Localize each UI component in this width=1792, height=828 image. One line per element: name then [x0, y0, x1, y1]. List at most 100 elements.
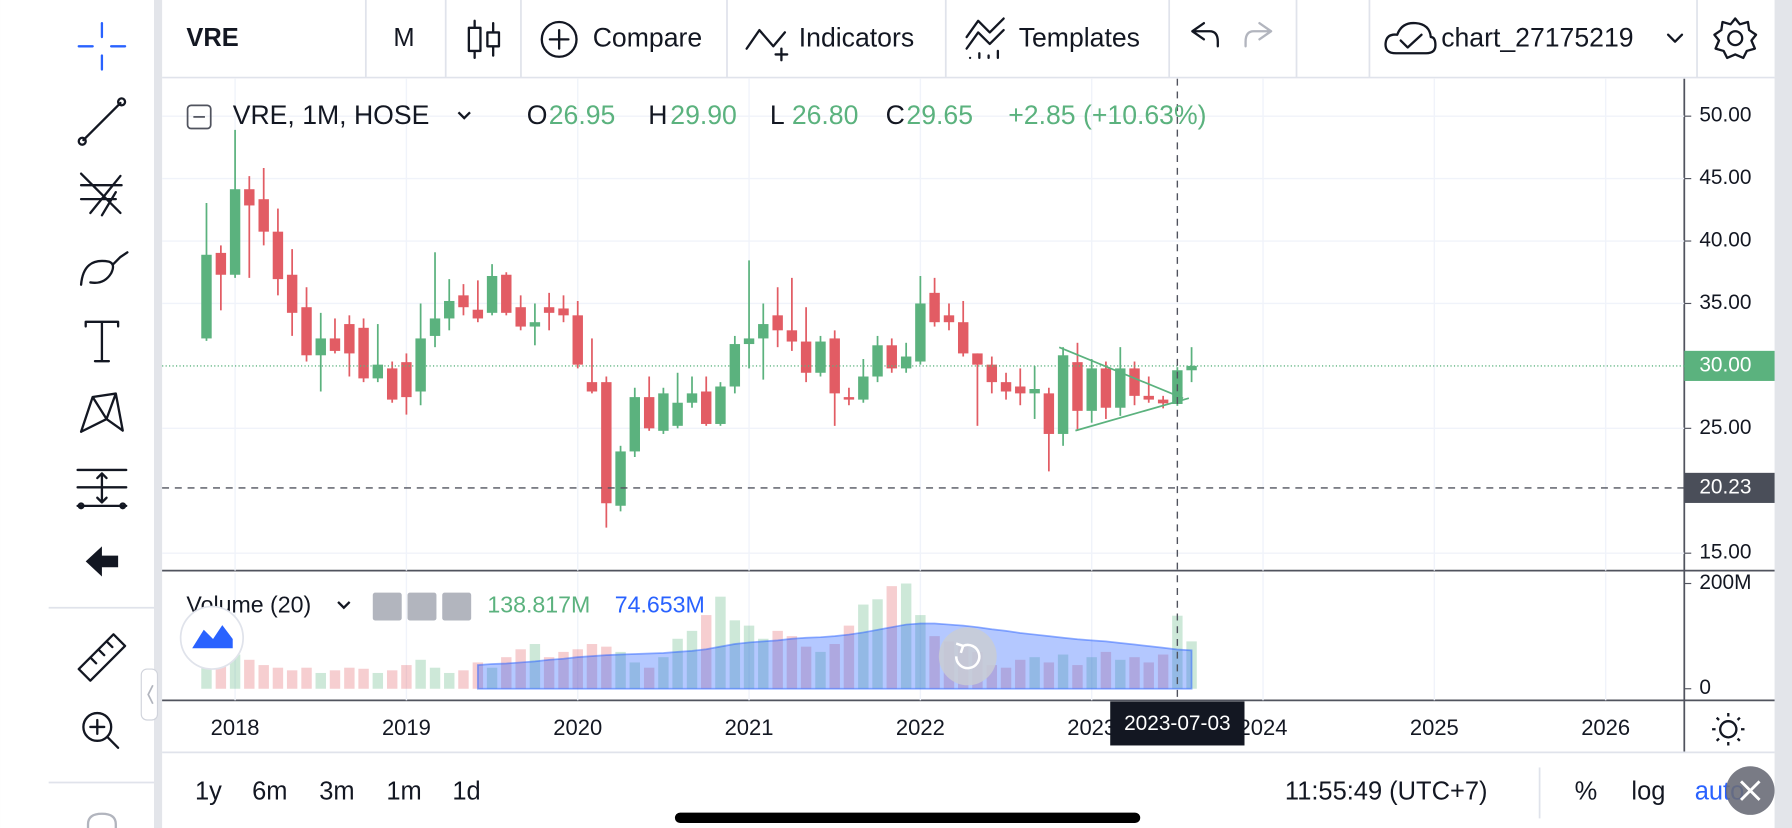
- volume-bar: [1143, 662, 1154, 689]
- templates[interactable]: Templates: [1019, 22, 1140, 52]
- log-toggle[interactable]: log: [1631, 778, 1665, 806]
- chart-style-icon[interactable]: [467, 19, 501, 60]
- indicators[interactable]: Indicators: [799, 22, 914, 52]
- legend-button[interactable]: [407, 592, 437, 621]
- compare-icon[interactable]: [540, 20, 578, 58]
- layout-menu[interactable]: [1666, 33, 1684, 43]
- crosshair-date-label: 2023-07-03: [1124, 712, 1231, 735]
- candle-body: [929, 292, 940, 323]
- pattern-tool[interactable]: [79, 392, 124, 433]
- candle-body: [401, 362, 412, 398]
- replay-icon: [954, 642, 981, 670]
- candle-body: [886, 345, 897, 369]
- text-tool[interactable]: [84, 320, 120, 363]
- price-legend: VRE, 1M, HOSE O 26.95 H 29.90 L 26.80 C 29.65 +2.…: [186, 100, 1207, 130]
- trend-line-tool[interactable]: [77, 97, 127, 146]
- volume-bar: [1072, 665, 1083, 689]
- measure-tool[interactable]: [76, 468, 128, 510]
- volume-bar: [715, 596, 726, 689]
- y-tick-label: 15.00: [1699, 541, 1751, 564]
- collapse-tab[interactable]: [140, 668, 159, 721]
- chart: 2018 2019 2020 2021 2022 2023 2024 2025 2026 15.0…: [162, 78, 1775, 754]
- candle-body: [358, 327, 369, 379]
- candle-body: [244, 189, 255, 206]
- volume-bar: [386, 670, 398, 689]
- fib-tool[interactable]: [79, 172, 123, 217]
- candle-body: [258, 199, 269, 232]
- y2-tick-label: 0: [1699, 676, 1711, 699]
- collapse-arrow: [147, 684, 154, 705]
- volume-bar: [329, 670, 341, 689]
- candle-body: [572, 315, 583, 365]
- candle-body: [943, 315, 955, 323]
- range-button[interactable]: 3m: [319, 778, 354, 806]
- axis-settings[interactable]: [1719, 720, 1738, 739]
- candle-body: [429, 318, 441, 336]
- candle-body: [800, 341, 812, 373]
- undo[interactable]: [1191, 21, 1219, 48]
- layout-name[interactable]: chart_27175219: [1441, 22, 1633, 52]
- percent-toggle[interactable]: %: [1575, 778, 1598, 806]
- indicators-icon[interactable]: [745, 28, 789, 62]
- series-menu: [457, 111, 471, 120]
- volume-bar: [701, 615, 712, 689]
- y-tick-label: 40.00: [1699, 229, 1751, 252]
- candle-body: [1129, 368, 1140, 396]
- y-tick-label: 25.00: [1699, 416, 1751, 439]
- candle-body: [829, 338, 840, 394]
- candle-body: [1186, 365, 1197, 371]
- range-button[interactable]: 6m: [252, 778, 287, 806]
- compare[interactable]: Compare: [593, 22, 702, 52]
- ohlc-key: C: [886, 100, 905, 130]
- replay-button[interactable]: [938, 627, 997, 686]
- indicator-button[interactable]: [179, 605, 245, 670]
- magnet-tool[interactable]: [86, 812, 117, 828]
- candle-body: [472, 309, 484, 319]
- symbol[interactable]: VRE: [186, 24, 238, 52]
- hide-tools[interactable]: [85, 546, 119, 577]
- range-button[interactable]: 1m: [386, 778, 421, 806]
- collapse-legend[interactable]: [186, 104, 212, 130]
- separators: [364, 0, 1698, 78]
- volume-bar: [586, 644, 598, 689]
- templates-icon[interactable]: [965, 17, 1005, 60]
- settings[interactable]: [1713, 17, 1758, 60]
- range-button[interactable]: 1y: [195, 778, 222, 806]
- grid: [162, 78, 1685, 701]
- cloud-icon[interactable]: [1384, 21, 1437, 55]
- volume-bar: [215, 657, 227, 689]
- x-tick-label: 2026: [1581, 715, 1630, 740]
- candle-body: [900, 356, 912, 369]
- candle-body: [458, 295, 469, 308]
- volume-bar: [415, 659, 426, 689]
- ohlc-key: L: [770, 100, 785, 130]
- volume-menu: [337, 601, 351, 610]
- crosshair-tool[interactable]: [77, 21, 127, 71]
- ruler-tool[interactable]: [77, 633, 127, 682]
- volume-bar: [686, 630, 698, 689]
- volume-bar: [1043, 662, 1055, 689]
- volume-bar: [658, 657, 669, 689]
- brush-tool[interactable]: [79, 251, 129, 286]
- candle-body: [1100, 368, 1112, 408]
- volume-bar: [272, 667, 284, 689]
- redo[interactable]: [1244, 21, 1273, 48]
- candle-body: [1086, 368, 1097, 411]
- zoom-tool[interactable]: [82, 711, 120, 749]
- range-button[interactable]: 1d: [452, 778, 480, 806]
- candle-body: [229, 189, 241, 275]
- legend-button[interactable]: [442, 592, 472, 621]
- volume-bar: [858, 604, 869, 689]
- candle-body: [486, 275, 498, 313]
- candle-body: [1115, 368, 1126, 408]
- candle-body: [686, 393, 698, 403]
- volume-bar: [929, 636, 940, 689]
- candle-body: [1143, 395, 1154, 400]
- legend-button[interactable]: [372, 592, 402, 621]
- home-indicator: [674, 812, 1141, 824]
- candle-body: [515, 307, 526, 327]
- interval[interactable]: M: [393, 24, 414, 52]
- candle-body: [372, 364, 384, 379]
- volume-bar: [1015, 659, 1026, 689]
- volume-bar: [843, 625, 855, 689]
